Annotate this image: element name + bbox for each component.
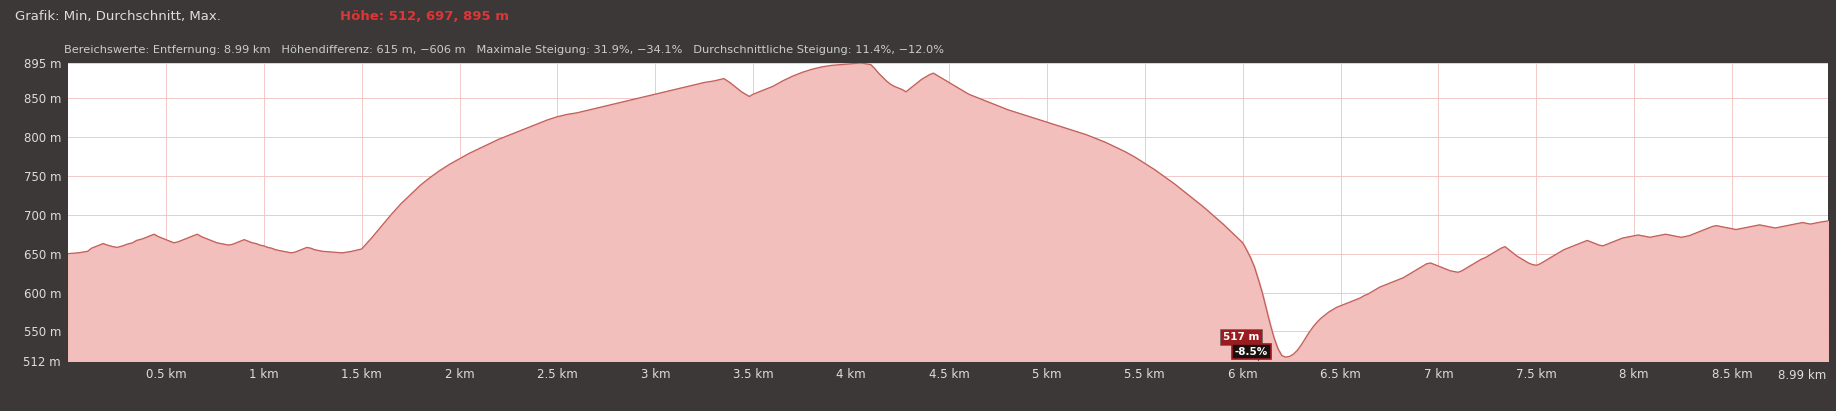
Text: 517 m: 517 m (1223, 332, 1259, 342)
Text: Bereichswerte: Entfernung: 8.99 km   Höhendifferenz: 615 m, −606 m   Maximale St: Bereichswerte: Entfernung: 8.99 km Höhen… (64, 45, 944, 55)
Text: -8.5%: -8.5% (1236, 347, 1269, 357)
Text: Höhe: 512, 697, 895 m: Höhe: 512, 697, 895 m (340, 10, 509, 23)
Text: Grafik: Min, Durchschnitt, Max.: Grafik: Min, Durchschnitt, Max. (15, 10, 224, 23)
Text: 8.99 km: 8.99 km (1777, 369, 1827, 382)
